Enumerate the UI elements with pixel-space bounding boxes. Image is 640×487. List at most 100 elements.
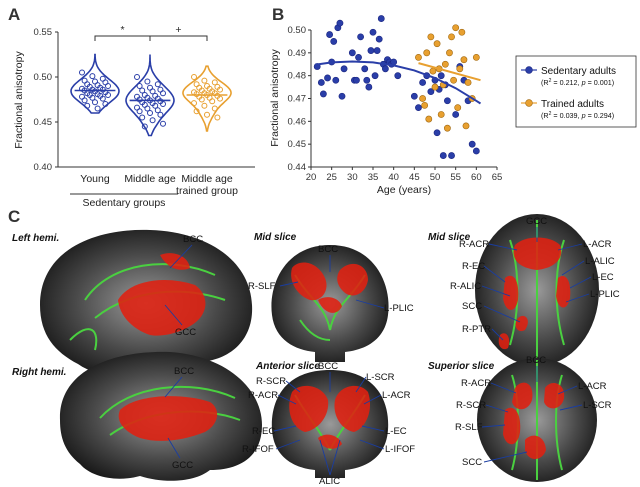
brain-sagittal-right: Right hemi. BCC GCC — [12, 351, 262, 481]
brain-annotation-axial-mid-scc: SCC — [462, 301, 482, 312]
brain-panels: Left hemi. BCC GCC Mid slice BCC R-SLF L… — [12, 214, 620, 487]
violin-point — [160, 120, 166, 127]
violin-body — [125, 54, 175, 137]
scatter-point — [375, 35, 383, 43]
brain-annotation-coronal-anterior-lacr: L-ACR — [382, 390, 411, 401]
violin-category-label: trained group — [176, 185, 238, 197]
scatter-point — [431, 83, 439, 91]
scatter-point — [468, 140, 476, 148]
legend-marker-sedentary — [525, 66, 533, 74]
legend-box — [515, 55, 637, 128]
scatter-point — [472, 147, 480, 155]
violin-point — [193, 108, 200, 115]
scatter-point — [419, 79, 426, 86]
legend-stats-sedentary: (R2 = 0.212, p = 0.001) — [541, 78, 614, 87]
violin-point — [201, 102, 208, 109]
scatter-point — [330, 38, 338, 45]
scatter-point — [443, 124, 451, 132]
scatter-point — [448, 152, 455, 159]
violin-point — [105, 92, 111, 98]
scatter-point — [425, 115, 433, 123]
violin-point — [79, 69, 85, 76]
brain-annotation-axial-mid-lec: L-EC — [592, 272, 614, 283]
scatter-point — [427, 33, 435, 41]
brain-annotation-axial-superior-racr: R-ACR — [461, 378, 491, 389]
brain-label-axial-mid: Mid slice — [428, 232, 471, 243]
scatter-point — [421, 101, 429, 109]
scatter-point — [437, 111, 445, 118]
leader-coronal-anterior-lifof — [359, 439, 385, 450]
brain-annotation-axial-mid-gcc: GCC — [526, 216, 547, 227]
violin-y-label: Fractional anisotropy — [13, 51, 25, 149]
violin-category-label: Middle age — [181, 173, 233, 185]
scatter-chart: 20 25 30 35 40 45 50 55 60 65 0.44 0.45 0.46 0.47 0.48… — [269, 15, 637, 196]
brain-label-axial-superior: Superior slice — [428, 361, 495, 372]
scatter-point — [452, 111, 460, 118]
violin-point — [211, 79, 218, 86]
violin-y-tick-label: 0.45 — [34, 117, 53, 128]
scatter-legend: Sedentary adults (R2 = 0.212, p = 0.001)… — [515, 55, 637, 128]
scatter-x-tick-label: 55 — [450, 172, 461, 183]
brain-annotation-axial-mid-rec: R-EC — [462, 261, 485, 272]
violin-y-tick-label: 0.40 — [34, 162, 53, 173]
legend-marker-trained — [525, 99, 533, 107]
leader-coronal-anterior-lscr — [355, 376, 367, 393]
leader-axial-mid-ralic — [481, 285, 511, 297]
brain-annotation-sagittal-right-bcc: BCC — [174, 366, 194, 377]
brain-annotation-axial-mid-racr: R-ACR — [459, 239, 489, 250]
panel-label-c: C — [8, 207, 20, 226]
brain-axial-superior: Superior slice BCC R-ACR L-ACR R-SCR L-S… — [428, 355, 612, 482]
effect-cluster-axial-superior — [503, 382, 565, 459]
sedentary-group-label: Sedentary groups — [83, 197, 166, 209]
scatter-point — [460, 56, 468, 64]
brain-annotation-axial-superior-lscr: L-SCR — [583, 400, 612, 411]
brain-annotation-axial-mid-lplic: L-PLIC — [590, 289, 620, 300]
violin-category-label: Young — [80, 173, 110, 185]
scatter-point — [377, 15, 385, 22]
scatter-point — [394, 72, 402, 80]
brain-coronal-mid: Mid slice BCC R-SLF L-PLIC — [248, 232, 414, 362]
brain-label-sagittal-right: Right hemi. — [12, 367, 66, 378]
scatter-x-tick-label: 30 — [347, 172, 358, 183]
brain-annotation-axial-mid-ralic: R-ALIC — [450, 281, 481, 292]
brain-annotation-coronal-anterior-lscr: L-SCR — [366, 372, 395, 383]
leader-coronal-anterior-rec — [273, 425, 297, 432]
scatter-point — [439, 152, 447, 159]
brain-annotation-axial-superior-scc: SCC — [462, 457, 482, 468]
scatter-point — [361, 65, 369, 73]
scatter-x-tick-label: 20 — [306, 172, 317, 183]
violin-point — [211, 105, 218, 112]
scatter-x-tick-label: 60 — [471, 172, 482, 183]
violin-point — [139, 87, 146, 94]
brain-label-coronal-anterior: Anterior slice — [255, 361, 320, 372]
legend-stats-trained: (R2 = 0.039, p = 0.294) — [541, 111, 614, 120]
effect-cluster-sagittal-right — [118, 396, 218, 441]
scatter-point — [448, 33, 455, 41]
panel-label-a: A — [8, 5, 20, 24]
violin-point — [141, 123, 148, 130]
scatter-x-tick-label: 45 — [409, 172, 420, 183]
violin-y-tick-label: 0.55 — [34, 27, 53, 38]
scatter-x-tick-label: 25 — [326, 172, 337, 183]
leader-axial-superior-lscr — [559, 404, 583, 411]
violin-point — [214, 114, 221, 121]
scatter-y-tick-label: 0.44 — [288, 162, 307, 173]
brain-annotation-coronal-anterior-lifof: L-IFOF — [385, 444, 415, 455]
brain-annotation-axial-superior-bcc: BCC — [526, 355, 546, 366]
scatter-point — [458, 28, 466, 36]
brain-annotation-coronal-anterior-rec: R-EC — [252, 426, 275, 437]
significance-symbol: + — [175, 24, 181, 36]
brain-label-sagittal-left: Left hemi. — [12, 233, 59, 244]
scatter-point — [357, 33, 364, 41]
scatter-x-tick-label: 65 — [492, 172, 503, 183]
leader-axial-superior-scc — [483, 451, 528, 463]
scatter-point — [415, 104, 422, 112]
scatter-point — [371, 72, 379, 80]
scatter-x-tick-label: 35 — [368, 172, 379, 183]
violin-point — [134, 74, 140, 80]
leader-axial-superior-rscr — [485, 404, 509, 413]
scatter-point — [427, 88, 435, 96]
scatter-point — [340, 65, 348, 73]
leader-coronal-anterior-alic — [319, 439, 341, 476]
brain-label-coronal-mid: Mid slice — [254, 232, 297, 243]
